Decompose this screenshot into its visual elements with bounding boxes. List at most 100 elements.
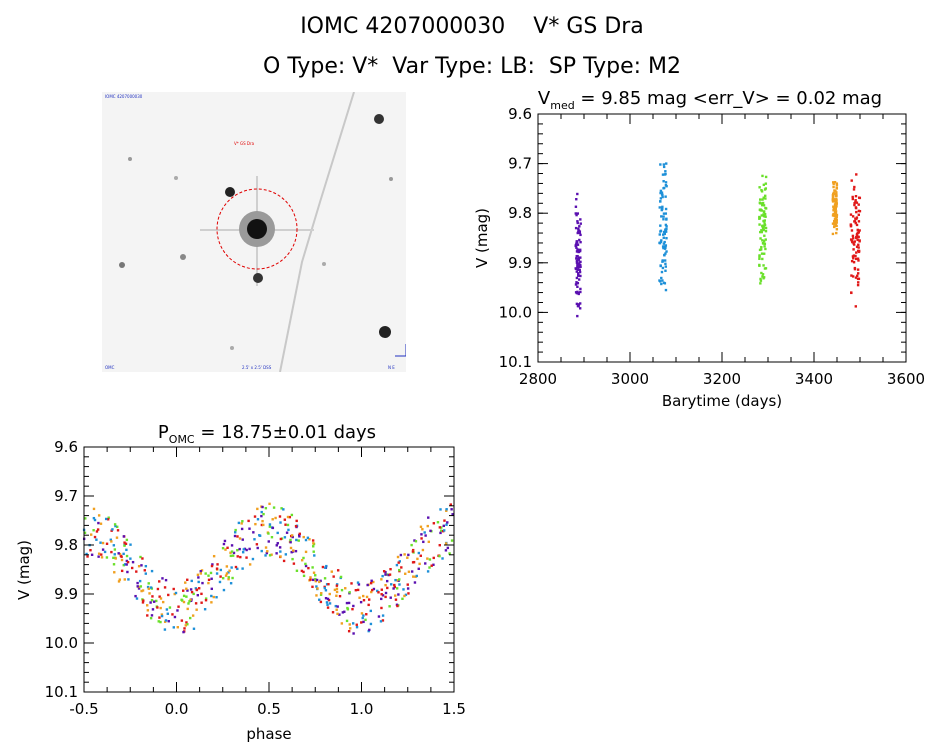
data-point (125, 554, 129, 558)
data-point (130, 566, 134, 570)
data-point (105, 542, 109, 545)
data-point (659, 200, 662, 203)
data-point (264, 554, 267, 557)
data-point (661, 206, 664, 209)
data-point (662, 242, 666, 245)
data-point (348, 623, 351, 626)
data-point (857, 243, 860, 246)
data-point (251, 557, 255, 561)
data-point (832, 209, 835, 212)
finder-label-bottom-center: 2.5' x 2.5' DSS (242, 365, 272, 370)
data-point (347, 629, 351, 633)
data-point (339, 575, 343, 579)
data-point (662, 163, 666, 166)
data-point (857, 196, 861, 199)
data-point (150, 614, 154, 617)
data-point (850, 259, 854, 263)
data-point (219, 575, 222, 578)
data-point (420, 537, 423, 540)
data-point (662, 218, 665, 221)
data-point (382, 570, 386, 573)
data-point (288, 515, 292, 519)
data-point (381, 619, 385, 622)
data-point (116, 529, 120, 532)
data-point (432, 563, 435, 566)
data-point (304, 562, 307, 566)
data-point (308, 538, 311, 541)
data-point (574, 212, 577, 215)
data-point (131, 560, 135, 564)
data-point (579, 248, 582, 251)
data-point (664, 183, 668, 187)
data-point (97, 514, 101, 517)
data-point (289, 546, 293, 550)
data-point (389, 567, 392, 571)
data-point (412, 560, 416, 564)
data-point (140, 589, 143, 593)
data-point (367, 598, 371, 601)
data-point (575, 213, 578, 217)
data-point (764, 194, 767, 198)
data-point (440, 529, 443, 532)
data-point (575, 276, 579, 280)
data-point (173, 592, 176, 596)
data-point (286, 523, 290, 527)
data-point (832, 225, 836, 229)
data-point (856, 274, 859, 278)
data-point (381, 614, 385, 617)
data-point (112, 563, 116, 566)
data-point (352, 632, 355, 635)
data-point (759, 237, 762, 240)
data-point (304, 564, 308, 568)
data-point (760, 190, 764, 193)
data-point (438, 526, 442, 529)
finder-label-bottom-right: N E (388, 365, 395, 370)
data-point (92, 516, 96, 520)
data-point (665, 237, 668, 240)
data-point (578, 302, 582, 305)
data-point (662, 281, 666, 285)
data-point (209, 571, 213, 575)
data-point (126, 570, 129, 574)
data-point (380, 588, 383, 591)
data-point (156, 606, 159, 609)
data-point (113, 553, 116, 556)
data-point (662, 186, 666, 190)
x-tick-label: 3200 (703, 370, 741, 388)
light-curve-ticks: 2800 3000 3200 3400 3600 9.6 9.7 9.8 9.9 10.0 10.1 (499, 105, 926, 388)
y-tick-label: 10.1 (499, 353, 532, 371)
data-point (432, 522, 436, 525)
data-point (404, 593, 408, 597)
data-point (323, 577, 327, 580)
data-point (576, 220, 579, 223)
data-point (156, 587, 160, 591)
data-point (241, 567, 244, 570)
data-point (272, 506, 276, 509)
data-point (763, 245, 766, 248)
data-point (852, 188, 856, 191)
data-point (855, 235, 858, 239)
data-point (424, 534, 427, 537)
data-point (858, 210, 862, 213)
y-tick-label: 9.9 (508, 254, 532, 272)
data-point (407, 570, 411, 573)
data-point (578, 261, 581, 264)
data-point (419, 554, 422, 557)
data-point (295, 569, 299, 572)
data-point (151, 608, 155, 611)
data-point (212, 595, 215, 599)
data-point (370, 590, 373, 594)
data-point (858, 229, 861, 232)
data-point (399, 553, 403, 557)
data-point (851, 195, 854, 199)
data-point (291, 557, 294, 561)
data-point (660, 239, 663, 242)
data-point (450, 508, 453, 511)
data-point (660, 215, 663, 218)
data-point (758, 198, 762, 201)
data-point (661, 260, 664, 263)
data-point (758, 255, 761, 258)
data-point (856, 231, 859, 235)
data-point (395, 587, 399, 590)
data-point (312, 578, 315, 582)
